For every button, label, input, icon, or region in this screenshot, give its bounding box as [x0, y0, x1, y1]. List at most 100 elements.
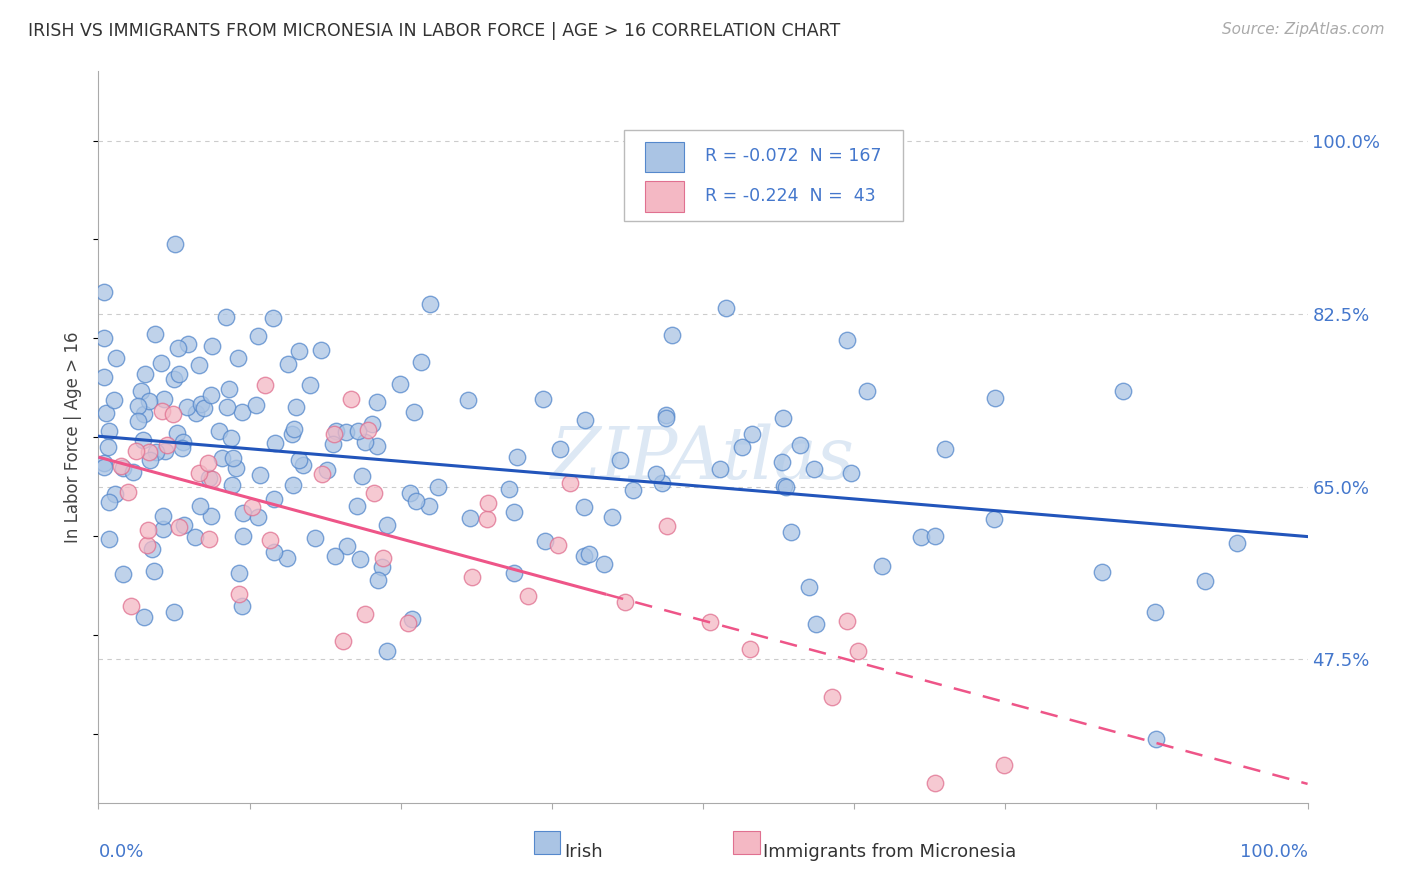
- Point: [166, 426, 188, 441]
- Point: [163, 372, 186, 386]
- Point: [117, 485, 139, 500]
- Point: [219, 431, 242, 445]
- Point: [396, 616, 419, 631]
- Point: [309, 343, 332, 358]
- Point: [228, 566, 250, 580]
- Point: [208, 424, 231, 438]
- Point: [741, 427, 763, 442]
- Point: [218, 382, 240, 396]
- Point: [475, 511, 498, 525]
- Text: R = -0.072  N = 167: R = -0.072 N = 167: [706, 147, 882, 165]
- Point: [283, 421, 305, 435]
- Point: [934, 442, 956, 457]
- Point: [346, 499, 368, 513]
- Point: [498, 483, 520, 497]
- Point: [837, 334, 859, 348]
- Point: [367, 573, 389, 587]
- Point: [339, 392, 361, 406]
- Point: [97, 424, 120, 438]
- Point: [366, 394, 388, 409]
- Point: [503, 505, 526, 519]
- Point: [375, 643, 398, 657]
- Point: [134, 367, 156, 381]
- Point: [231, 405, 253, 419]
- Point: [249, 467, 271, 482]
- Point: [775, 480, 797, 494]
- Point: [558, 475, 581, 490]
- Point: [141, 541, 163, 556]
- Point: [316, 462, 339, 476]
- Point: [578, 547, 600, 561]
- Point: [186, 406, 208, 420]
- Point: [352, 469, 374, 483]
- Point: [188, 500, 211, 514]
- Point: [356, 423, 378, 437]
- Point: [592, 557, 614, 571]
- Point: [190, 397, 212, 411]
- Point: [804, 617, 827, 632]
- Point: [1143, 605, 1166, 619]
- Point: [848, 644, 870, 658]
- Point: [323, 549, 346, 563]
- Point: [789, 438, 811, 452]
- Text: 100.0%: 100.0%: [1240, 843, 1308, 861]
- Point: [277, 357, 299, 371]
- Point: [461, 570, 484, 584]
- Point: [232, 506, 254, 520]
- Point: [299, 377, 322, 392]
- Point: [609, 452, 631, 467]
- Point: [371, 560, 394, 574]
- Point: [993, 757, 1015, 772]
- Point: [131, 433, 153, 447]
- Point: [401, 612, 423, 626]
- Point: [93, 456, 115, 470]
- Point: [1194, 574, 1216, 588]
- Point: [281, 426, 304, 441]
- Point: [388, 376, 411, 391]
- Point: [839, 466, 862, 480]
- Point: [197, 456, 219, 470]
- Text: 0.0%: 0.0%: [98, 843, 143, 861]
- Point: [138, 394, 160, 409]
- Point: [94, 406, 117, 420]
- FancyBboxPatch shape: [734, 830, 759, 854]
- Point: [288, 453, 311, 467]
- Point: [263, 491, 285, 506]
- Point: [221, 450, 243, 465]
- Point: [231, 599, 253, 614]
- Point: [1112, 384, 1135, 399]
- Point: [574, 413, 596, 427]
- Point: [548, 442, 571, 457]
- Point: [136, 538, 159, 552]
- Point: [152, 508, 174, 523]
- Point: [655, 409, 678, 423]
- Point: [572, 549, 595, 563]
- Point: [150, 356, 173, 370]
- Point: [211, 451, 233, 466]
- Point: [323, 426, 346, 441]
- Point: [1144, 731, 1167, 746]
- Point: [183, 530, 205, 544]
- Point: [458, 511, 481, 525]
- Point: [120, 599, 142, 613]
- Point: [655, 410, 678, 425]
- Point: [924, 776, 946, 790]
- Point: [304, 532, 326, 546]
- Point: [228, 351, 250, 365]
- Point: [155, 438, 177, 452]
- Point: [426, 480, 449, 494]
- Point: [201, 472, 224, 486]
- Point: [1226, 535, 1249, 549]
- Point: [104, 351, 127, 365]
- Point: [262, 311, 284, 326]
- Point: [93, 285, 115, 300]
- Point: [983, 391, 1005, 405]
- Point: [228, 587, 250, 601]
- Point: [143, 327, 166, 342]
- Point: [347, 424, 370, 438]
- Point: [366, 439, 388, 453]
- Point: [924, 529, 946, 543]
- Point: [193, 401, 215, 415]
- Point: [349, 552, 371, 566]
- Point: [613, 595, 636, 609]
